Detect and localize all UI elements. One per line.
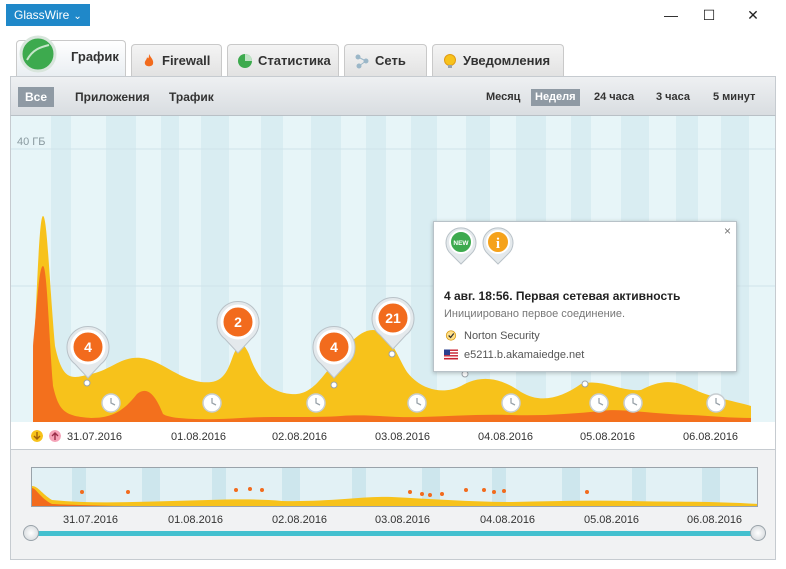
event-badge-2[interactable]: 2	[215, 299, 261, 355]
timeline-date-1: 31.07.2016	[63, 514, 119, 526]
popup-subtitle: Инициировано первое соединение.	[444, 308, 626, 320]
graph-icon	[19, 35, 57, 73]
axis-date-6: 05.08.2016	[580, 431, 636, 443]
filter-all-button[interactable]: Все	[18, 87, 55, 107]
new-badge-label: NEW	[453, 240, 469, 247]
range-3h-button[interactable]: 3 часа	[656, 91, 691, 103]
popup-host-name: e5211.b.akamaiedge.net	[464, 349, 585, 361]
network-icon	[355, 54, 369, 69]
event-badge-1[interactable]: 4	[65, 324, 111, 380]
tab-network-label: Сеть	[375, 53, 406, 68]
event-popup: × NEW i 4 авг. 18:56. Первая сетевая акт…	[433, 221, 737, 372]
range-week-button[interactable]: Неделя	[531, 89, 580, 106]
chevron-down-icon: ⌄	[73, 11, 82, 22]
tab-firewall[interactable]: Firewall	[131, 44, 222, 76]
axis-date-7: 06.08.2016	[683, 431, 739, 443]
flame-icon	[144, 54, 154, 67]
event-badge-4-count: 21	[385, 310, 401, 326]
axis-date-2: 01.08.2016	[171, 431, 227, 443]
range-month-button[interactable]: Месяц	[486, 91, 521, 103]
axis-date-1: 31.07.2016	[67, 431, 123, 443]
us-flag-icon	[444, 349, 458, 360]
minimize-button[interactable]: —	[664, 7, 678, 23]
popup-app-row[interactable]: Norton Security	[444, 330, 540, 342]
upload-arrow-icon[interactable]	[49, 430, 61, 442]
event-badge-3[interactable]: 4	[311, 324, 357, 380]
tab-network[interactable]: Сеть	[344, 44, 427, 76]
timeline-date-5: 04.08.2016	[480, 514, 536, 526]
app-menu-button[interactable]: GlassWire ⌄	[6, 4, 90, 26]
event-badge-2-count: 2	[234, 314, 242, 330]
app-name: GlassWire	[14, 8, 70, 22]
tab-notifications[interactable]: Уведомления	[432, 44, 564, 76]
popup-close-button[interactable]: ×	[723, 224, 731, 238]
axis-date-3: 02.08.2016	[272, 431, 328, 443]
main-tabs: График Firewall Статистика Сеть Уведомле…	[10, 35, 776, 76]
timeline-slider-right-handle[interactable]	[750, 525, 766, 541]
filter-bar: Все Приложения Трафик Месяц Неделя 24 ча…	[10, 76, 776, 116]
event-badge-1-count: 4	[84, 339, 92, 355]
maximize-button[interactable]: ☐	[702, 7, 716, 23]
timeline-date-6: 05.08.2016	[584, 514, 640, 526]
title-bar: GlassWire ⌄ — ☐ ✕	[0, 0, 786, 30]
tab-graph-label: График	[71, 49, 119, 64]
event-badge-3-count: 4	[330, 339, 338, 355]
range-5min-button[interactable]: 5 минут	[713, 91, 756, 103]
timeline-slider-track[interactable]	[31, 531, 758, 536]
download-arrow-icon[interactable]	[31, 430, 43, 442]
close-button[interactable]: ✕	[747, 7, 759, 23]
date-axis: 31.07.2016 01.08.2016 02.08.2016 03.08.2…	[10, 422, 776, 450]
tab-notifications-label: Уведомления	[463, 53, 551, 68]
range-24h-button[interactable]: 24 часа	[594, 91, 635, 103]
timeline-date-4: 03.08.2016	[375, 514, 431, 526]
tab-graph[interactable]: График	[16, 35, 126, 76]
norton-app-icon	[445, 330, 457, 341]
tab-statistics[interactable]: Статистика	[227, 44, 339, 76]
info-badge-label: i	[496, 236, 500, 252]
axis-date-4: 03.08.2016	[375, 431, 431, 443]
timeline-navigator: 31.07.2016 01.08.2016 02.08.2016 03.08.2…	[10, 450, 776, 560]
bulb-icon	[444, 54, 456, 68]
popup-host-row[interactable]: e5211.b.akamaiedge.net	[444, 349, 584, 361]
pie-icon	[238, 54, 252, 68]
filter-traffic-button[interactable]: Трафик	[169, 90, 214, 104]
timeline-date-3: 02.08.2016	[272, 514, 328, 526]
popup-title: 4 авг. 18:56. Первая сетевая активность	[444, 289, 681, 303]
timeline-date-7: 06.08.2016	[687, 514, 743, 526]
tab-statistics-label: Статистика	[258, 53, 331, 68]
axis-date-5: 04.08.2016	[478, 431, 534, 443]
y-axis-label: 40 ГБ	[17, 136, 46, 148]
popup-app-name: Norton Security	[464, 330, 540, 342]
timeline-preview[interactable]	[31, 467, 758, 507]
info-badge-icon[interactable]: i	[482, 227, 514, 265]
timeline-preview-canvas	[32, 468, 757, 506]
new-badge-icon[interactable]: NEW	[445, 227, 477, 265]
event-badge-4[interactable]: 21	[370, 295, 416, 351]
timeline-date-2: 01.08.2016	[168, 514, 224, 526]
tab-firewall-label: Firewall	[162, 53, 211, 68]
timeline-slider-left-handle[interactable]	[23, 525, 39, 541]
filter-apps-button[interactable]: Приложения	[75, 90, 150, 104]
